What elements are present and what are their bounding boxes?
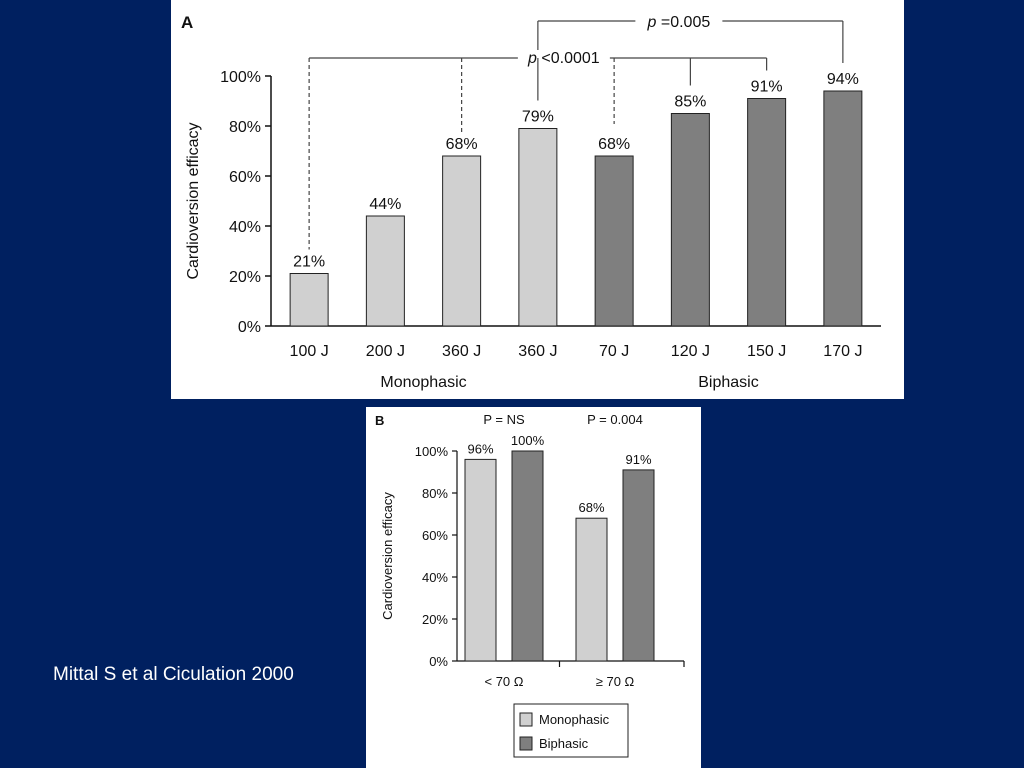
- y-tick-label: 100%: [220, 69, 261, 86]
- bar-value-label: 79%: [522, 109, 554, 126]
- chart-panel-a: A 0% 20% 40% 60% 80% 100% Cardioversion efficac…: [171, 0, 904, 399]
- y-tick-label: 80%: [229, 119, 261, 136]
- p-value-annotation: p =0.005: [647, 14, 711, 31]
- bar-value-label: 91%: [751, 79, 783, 96]
- bar: [594, 155, 634, 327]
- y-tick-label: 60%: [229, 169, 261, 186]
- y-tick-label: 80%: [422, 486, 448, 501]
- legend-swatch: [519, 712, 533, 727]
- bar: [823, 90, 863, 327]
- y-tick-label: 40%: [422, 570, 448, 585]
- chart-panel-b: B 0% 20% 40% 60% 80% 100% Cardioversion efficac…: [366, 407, 701, 768]
- chart-a-svg: A 0% 20% 40% 60% 80% 100% Cardioversion efficac…: [181, 13, 881, 391]
- x-tick-label: 360 J: [518, 343, 557, 360]
- bar-value-label: 68%: [446, 136, 478, 153]
- legend-swatch: [519, 736, 533, 751]
- panel-label-b: B: [375, 413, 384, 428]
- group-p-annotation: P = NS: [483, 412, 525, 427]
- citation-caption: Mittal S et al Ciculation 2000: [53, 664, 294, 685]
- legend-label: Biphasic: [539, 736, 589, 751]
- bar: [289, 273, 329, 327]
- x-tick-label: 70 J: [599, 343, 629, 360]
- legend-box: [513, 703, 629, 758]
- bar-value-label: 68%: [598, 136, 630, 153]
- bar-value-label: 94%: [827, 71, 859, 88]
- x-tick-label: 150 J: [747, 343, 786, 360]
- x-tick-label: 200 J: [366, 343, 405, 360]
- p-symbol: p: [527, 50, 537, 67]
- p-value-text: <0.0001: [537, 50, 600, 67]
- group-label-monophasic: Monophasic: [380, 374, 466, 391]
- bar-value-label: 96%: [467, 441, 493, 456]
- bar-value-label: 21%: [293, 254, 325, 271]
- panel-label-a: A: [181, 13, 193, 32]
- y-tick-label: 100%: [415, 444, 449, 459]
- p-value-annotation: p <0.0001: [527, 50, 600, 67]
- y-tick-label: 20%: [229, 269, 261, 286]
- group-p-annotation: P = 0.004: [587, 412, 643, 427]
- x-tick-label: 360 J: [442, 343, 481, 360]
- y-tick-label: 0%: [238, 319, 261, 336]
- bar-value-label: 91%: [625, 452, 651, 467]
- y-tick-label: 40%: [229, 219, 261, 236]
- y-axis-label: Cardioversion efficacy: [380, 492, 395, 620]
- bar: [365, 215, 405, 327]
- x-tick-label: 170 J: [823, 343, 862, 360]
- bar-value-label: 68%: [578, 500, 604, 515]
- bar: [518, 128, 558, 327]
- x-tick-label: 100 J: [290, 343, 329, 360]
- bar: [622, 469, 655, 662]
- y-tick-label: 20%: [422, 612, 448, 627]
- p-symbol: p: [647, 14, 657, 31]
- bar: [464, 458, 497, 662]
- x-tick-label: < 70 Ω: [485, 674, 524, 689]
- y-axis-label: Cardioversion efficacy: [185, 122, 202, 279]
- x-tick-label: ≥ 70 Ω: [596, 674, 635, 689]
- p-value-text: =0.005: [656, 14, 710, 31]
- x-tick-label: 120 J: [671, 343, 710, 360]
- bar: [747, 98, 787, 327]
- chart-b-svg: B 0% 20% 40% 60% 80% 100% Cardioversion efficac…: [375, 412, 685, 758]
- bar-value-label: 44%: [369, 196, 401, 213]
- bar: [575, 517, 608, 662]
- bar: [511, 450, 544, 662]
- bar-value-label: 85%: [674, 94, 706, 111]
- group-label-biphasic: Biphasic: [698, 374, 758, 391]
- y-tick-label: 60%: [422, 528, 448, 543]
- y-tick-label: 0%: [429, 654, 448, 669]
- legend-label: Monophasic: [539, 712, 610, 727]
- bar: [442, 155, 482, 327]
- bar: [670, 113, 710, 327]
- bar-value-label: 100%: [511, 433, 545, 448]
